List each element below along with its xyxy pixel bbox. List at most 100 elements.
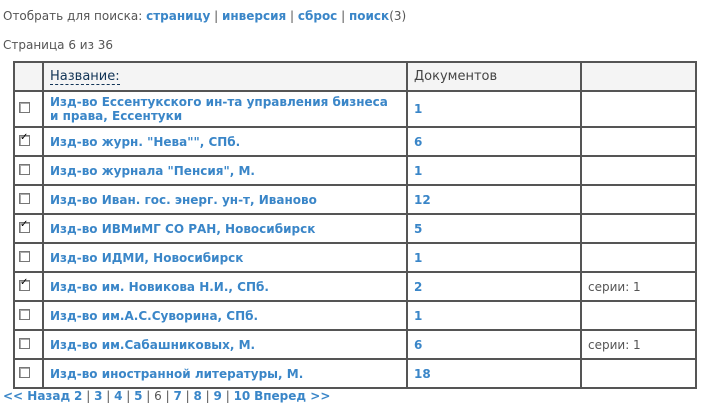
page-info: Страница 6 из 36 [3, 38, 114, 52]
row-checkbox[interactable] [19, 277, 30, 291]
docs-cell: 5 [406, 213, 582, 244]
select-cell [13, 90, 44, 128]
docs-count-link[interactable]: 2 [414, 279, 423, 294]
search-link[interactable]: поиск [348, 9, 390, 23]
name-cell: Изд-во журн. "Нева"", СПб. [42, 126, 408, 157]
name-cell: Изд-во им. Новикова Н.И., СПб. [42, 271, 408, 302]
docs-count-link[interactable]: 5 [414, 221, 423, 236]
row-checkbox[interactable] [19, 163, 30, 175]
extra-cell [580, 184, 697, 215]
page-link[interactable]: 9 [213, 389, 222, 403]
extra-cell: серии: 1 [580, 329, 697, 360]
docs-count-link[interactable]: 1 [414, 250, 423, 265]
extra-cell: серии: 1 [580, 271, 697, 302]
name-cell: Изд-во иностранной литературы, М. [42, 358, 408, 389]
table-row: Изд-во им.А.С.Суворина, СПб. 1 [13, 300, 697, 331]
docs-cell: 2 [406, 271, 582, 302]
current-page: 6 [154, 389, 162, 403]
invert-link[interactable]: инверсия [221, 9, 287, 23]
row-checkbox[interactable] [19, 132, 30, 146]
row-checkbox[interactable] [19, 250, 30, 262]
select-cell [13, 271, 44, 302]
select-cell [13, 358, 44, 389]
page-link[interactable]: 10 [233, 389, 251, 403]
prev-page-link[interactable]: << Назад [3, 389, 71, 403]
table-row: Изд-во им.Сабашниковых, М. 6 серии: 1 [13, 329, 697, 360]
row-checkbox[interactable] [19, 102, 30, 113]
publisher-link[interactable]: Изд-во журн. "Нева"", СПб. [50, 134, 241, 149]
page-link[interactable]: 2 [74, 389, 83, 403]
publisher-link[interactable]: Изд-во Ессентукского ин-та управления би… [50, 95, 388, 123]
pagination: << Назад 2 | 3 | 4 | 5 | 6 | 7 | 8 | 9 |… [3, 389, 331, 403]
publisher-link[interactable]: Изд-во им. Новикова Н.И., СПб. [50, 279, 269, 294]
extra-cell [580, 242, 697, 273]
docs-cell: 18 [406, 358, 582, 389]
docs-cell: 6 [406, 329, 582, 360]
docs-count-link[interactable]: 1 [414, 102, 423, 116]
row-checkbox[interactable] [19, 366, 30, 378]
publisher-link[interactable]: Изд-во ИДМИ, Новосибирск [50, 250, 244, 265]
publisher-link[interactable]: Изд-во ИВМиМГ СО РАН, Новосибирск [50, 221, 316, 236]
docs-count-link[interactable]: 1 [414, 163, 423, 178]
table-row: Изд-во ИДМИ, Новосибирск 1 [13, 242, 697, 273]
page-link[interactable]: 3 [94, 389, 103, 403]
table-row: Изд-во ИВМиМГ СО РАН, Новосибирск 5 [13, 213, 697, 244]
next-page-link[interactable]: Вперед >> [254, 389, 331, 403]
header-name[interactable]: Название: [42, 61, 408, 92]
sort-by-name[interactable]: Название: [50, 69, 120, 85]
table-row: Изд-во иностранной литературы, М. 18 [13, 358, 697, 389]
name-cell: Изд-во ИДМИ, Новосибирск [42, 242, 408, 273]
docs-cell: 1 [406, 300, 582, 331]
page-link[interactable]: 4 [114, 389, 123, 403]
page-link[interactable]: 7 [173, 389, 182, 403]
search-count: (3) [389, 9, 407, 23]
row-checkbox[interactable] [19, 337, 30, 349]
page-link[interactable]: 5 [134, 389, 143, 403]
docs-count-link[interactable]: 12 [414, 192, 431, 207]
select-cell [13, 213, 44, 244]
extra-cell [580, 358, 697, 389]
name-cell: Изд-во журнала "Пенсия", М. [42, 155, 408, 186]
table-row: Изд-во им. Новикова Н.И., СПб. 2 серии: … [13, 271, 697, 302]
table-row: Изд-во Ессентукского ин-та управления би… [13, 90, 697, 128]
reset-link[interactable]: сброс [297, 9, 338, 23]
select-cell [13, 329, 44, 360]
publisher-link[interactable]: Изд-во им.А.С.Суворина, СПб. [50, 308, 259, 323]
header-docs: Документов [406, 61, 582, 92]
select-cell [13, 184, 44, 215]
filter-label: Отобрать для поиска: [3, 9, 143, 23]
row-checkbox[interactable] [19, 308, 30, 320]
page-link[interactable]: 8 [193, 389, 202, 403]
publisher-link[interactable]: Изд-во Иван. гос. энерг. ун-т, Иваново [50, 192, 317, 207]
docs-cell: 1 [406, 90, 582, 128]
extra-cell [580, 300, 697, 331]
publisher-link[interactable]: Изд-во им.Сабашниковых, М. [50, 337, 256, 352]
select-cell [13, 126, 44, 157]
docs-cell: 12 [406, 184, 582, 215]
header-select [13, 61, 44, 92]
row-checkbox[interactable] [19, 192, 30, 204]
docs-count-link[interactable]: 1 [414, 308, 423, 323]
select-cell [13, 300, 44, 331]
table-row: Изд-во журнала "Пенсия", М. 1 [13, 155, 697, 186]
filter-bar: Отобрать для поиска: страницу | инверсия… [3, 9, 407, 23]
extra-cell [580, 155, 697, 186]
extra-cell [580, 213, 697, 244]
publisher-link[interactable]: Изд-во журнала "Пенсия", М. [50, 163, 255, 178]
docs-count-link[interactable]: 6 [414, 337, 423, 352]
name-cell: Изд-во ИВМиМГ СО РАН, Новосибирск [42, 213, 408, 244]
publisher-link[interactable]: Изд-во иностранной литературы, М. [50, 366, 304, 381]
results-table: Название: Документов Изд-во Ессентукског… [13, 61, 697, 389]
extra-cell [580, 126, 697, 157]
docs-count-link[interactable]: 6 [414, 134, 423, 149]
table-row: Изд-во журн. "Нева"", СПб. 6 [13, 126, 697, 157]
name-cell: Изд-во Иван. гос. энерг. ун-т, Иваново [42, 184, 408, 215]
select-cell [13, 242, 44, 273]
docs-cell: 6 [406, 126, 582, 157]
select-page-link[interactable]: страницу [146, 9, 211, 23]
name-cell: Изд-во им.А.С.Суворина, СПб. [42, 300, 408, 331]
docs-cell: 1 [406, 155, 582, 186]
row-checkbox[interactable] [19, 219, 30, 233]
name-cell: Изд-во им.Сабашниковых, М. [42, 329, 408, 360]
docs-count-link[interactable]: 18 [414, 366, 431, 381]
